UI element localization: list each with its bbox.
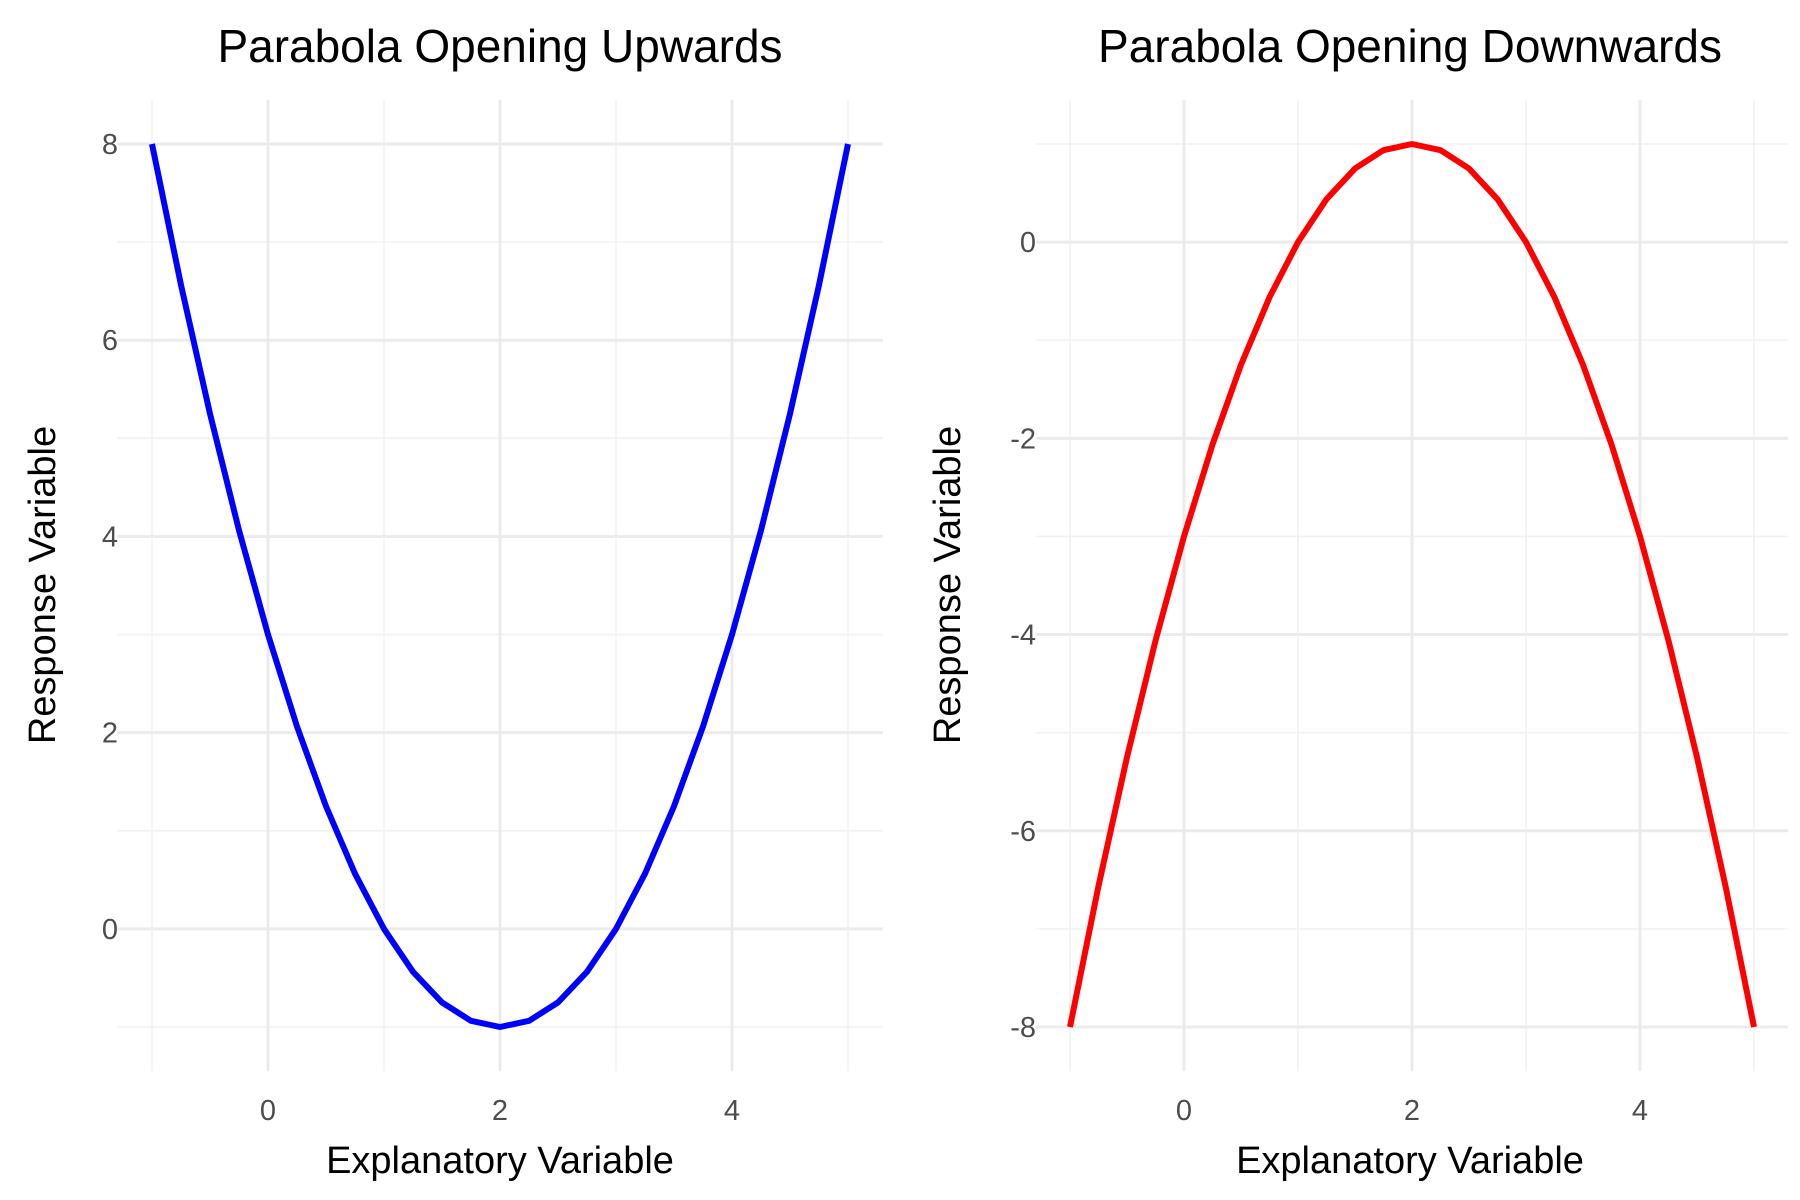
y-axis-label-downwards: Response Variable: [927, 426, 969, 744]
y-tick-label: 6: [102, 325, 118, 357]
y-tick-label: -2: [1010, 423, 1036, 455]
chart-title-upwards: Parabola Opening Upwards: [217, 20, 782, 72]
y-tick-label: -4: [1010, 620, 1036, 652]
series-lines-upwards: [149, 143, 851, 1030]
gridlines-downwards: [1035, 99, 1789, 1072]
x-tick-label: 2: [1404, 1095, 1420, 1127]
x-tick-label: 4: [1632, 1095, 1648, 1127]
y-tick-label: 0: [102, 914, 118, 946]
panel-downwards: Parabola Opening Downwards -8 -6 -4 -2 0 0 2 4…: [927, 20, 1789, 1182]
y-tick-label: 4: [102, 521, 118, 553]
gridlines-upwards: [117, 99, 883, 1072]
y-axis-label-upwards: Response Variable: [22, 426, 64, 744]
x-axis-label-upwards: Explanatory Variable: [326, 1140, 674, 1182]
panel-upwards: Parabola Opening Upwards 0 2 4 6 8 0 2 4 Expla…: [22, 20, 883, 1182]
y-tick-labels-downwards: -8 -6 -4 -2 0: [1010, 227, 1036, 1044]
x-tick-label: 0: [1176, 1095, 1192, 1127]
y-tick-label: 8: [102, 129, 118, 161]
chart-title-downwards: Parabola Opening Downwards: [1098, 20, 1722, 72]
series-line: [1067, 141, 1757, 1028]
y-tick-label: 2: [102, 718, 118, 750]
x-axis-label-downwards: Explanatory Variable: [1236, 1140, 1584, 1182]
series-line: [149, 143, 851, 1030]
y-tick-label: 0: [1020, 227, 1036, 259]
x-tick-labels-downwards: 0 2 4: [1176, 1095, 1648, 1127]
y-tick-labels-upwards: 0 2 4 6 8: [102, 129, 118, 946]
x-tick-label: 4: [724, 1095, 740, 1127]
x-tick-label: 2: [492, 1095, 508, 1127]
series-lines-downwards: [1067, 141, 1757, 1028]
y-tick-label: -6: [1010, 816, 1036, 848]
y-tick-label: -8: [1010, 1012, 1036, 1044]
x-tick-label: 0: [260, 1095, 276, 1127]
x-tick-labels-upwards: 0 2 4: [260, 1095, 740, 1127]
